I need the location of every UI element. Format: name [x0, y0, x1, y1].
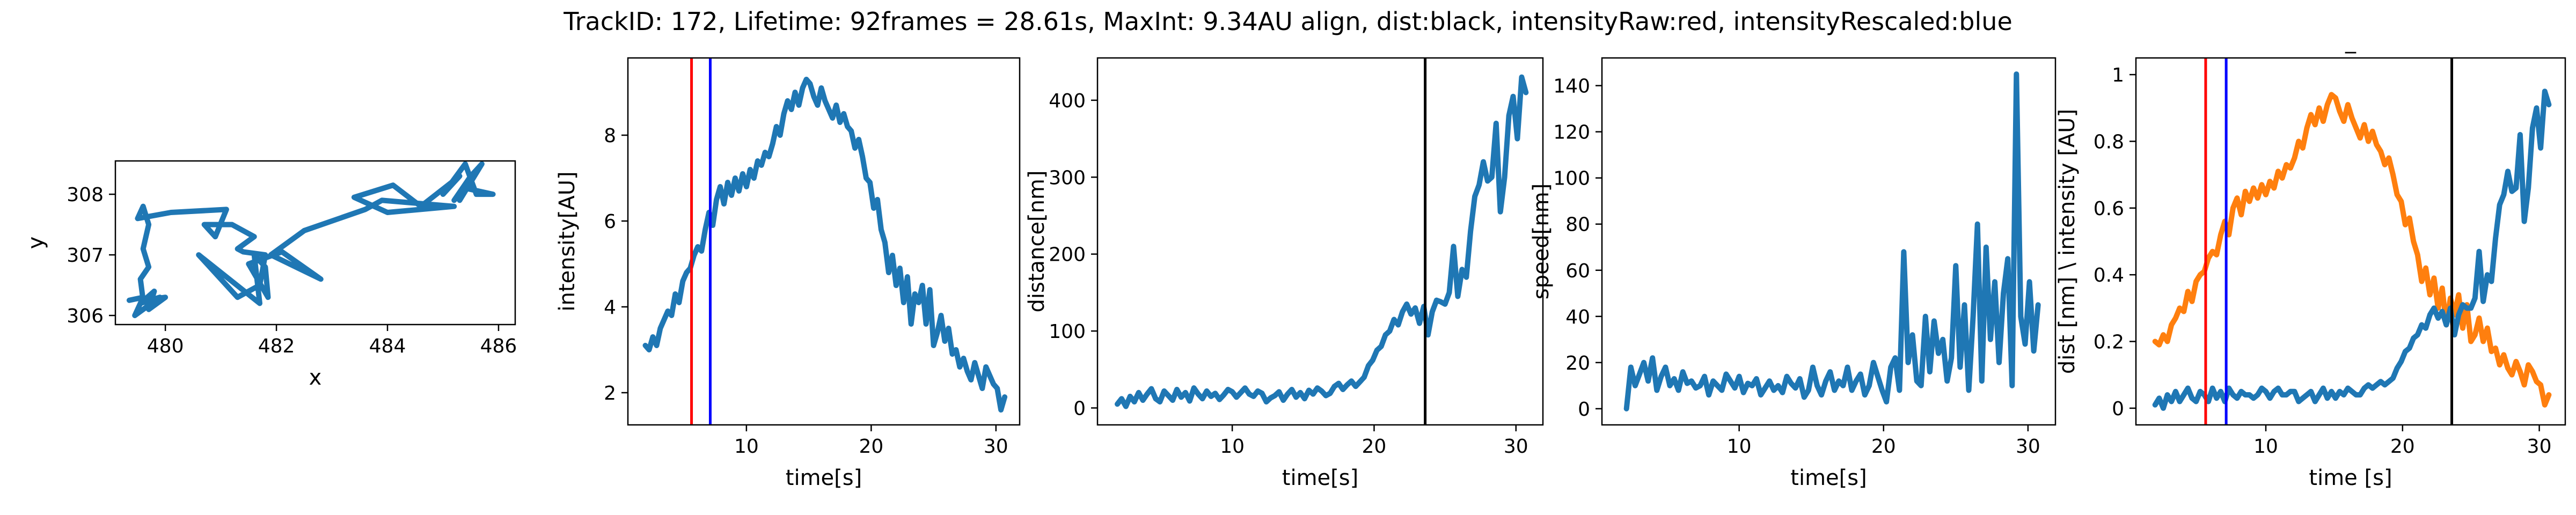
- y-tick-label: 0: [2112, 398, 2124, 420]
- y-tick-label: 8: [604, 125, 616, 147]
- y-axis-label: y: [24, 237, 48, 249]
- axes-frame: [1601, 57, 2057, 426]
- x-tick-label: 30: [2016, 436, 2040, 458]
- series-line-1: [2152, 92, 2552, 408]
- y-tick-label: 0.8: [2094, 131, 2124, 153]
- axes-frame: [627, 57, 1021, 426]
- y-tick-label: 2: [604, 382, 616, 404]
- chart-panel-1: 480 482 484 486 306 307 308 x y: [24, 160, 517, 390]
- chart-panel-5: 10 20 30 0 0.2 0.4 0.6 0.8 1 time [s] dist [nm] \ …: [2055, 29, 2566, 490]
- y-axis-label: intensity[AU]: [555, 171, 580, 311]
- y-tick-label: 100: [1049, 321, 1086, 343]
- x-tick-label: 10: [2253, 436, 2278, 458]
- series-line-1: [126, 161, 496, 319]
- y-tick-label: 100: [1553, 168, 1590, 190]
- y-tick-label: 0.6: [2094, 198, 2124, 220]
- x-tick-label: 480: [147, 335, 184, 357]
- x-axis-label: time[s]: [786, 466, 862, 490]
- y-tick-label: 20: [1565, 352, 1590, 374]
- chart-panel-2: 10 20 30 2 4 6 8 time[s] intensity[AU]: [555, 57, 1021, 490]
- figure-suptitle: TrackID: 172, Lifetime: 92frames = 28.61…: [563, 7, 2012, 36]
- y-tick-label: 6: [604, 211, 616, 233]
- y-tick-label: 400: [1049, 90, 1086, 112]
- y-tick-label: 140: [1553, 76, 1590, 98]
- x-tick-label: 484: [369, 335, 406, 357]
- y-tick-label: 308: [67, 184, 104, 206]
- x-tick-label: 486: [480, 335, 517, 357]
- y-axis-label: distance[nm]: [1024, 170, 1049, 312]
- y-tick-label: 60: [1565, 260, 1590, 282]
- y-tick-label: 0: [1073, 398, 1086, 420]
- y-tick-label: 80: [1565, 214, 1590, 236]
- x-tick-label: 20: [2390, 436, 2415, 458]
- axes-title: _: [2345, 29, 2357, 54]
- axes-frame: [2135, 57, 2566, 426]
- y-tick-label: 200: [1049, 244, 1086, 266]
- x-tick-label: 30: [2527, 436, 2552, 458]
- x-tick-label: 20: [859, 436, 883, 458]
- series-line-1: [642, 77, 1008, 413]
- x-tick-label: 30: [984, 436, 1008, 458]
- x-axis-label: time [s]: [2309, 466, 2392, 490]
- x-tick-label: 10: [1220, 436, 1245, 458]
- series-line-1: [1115, 74, 1529, 409]
- y-tick-label: 4: [604, 297, 616, 319]
- y-tick-label: 0.4: [2094, 264, 2124, 286]
- x-tick-label: 30: [1504, 436, 1528, 458]
- x-axis-label: x: [309, 365, 322, 390]
- y-tick-label: 0.2: [2094, 332, 2124, 354]
- y-tick-label: 306: [67, 305, 104, 327]
- x-tick-label: 20: [1871, 436, 1896, 458]
- axes-frame: [1096, 57, 1544, 426]
- series-line-1: [1623, 71, 2041, 411]
- y-axis-label: dist [nm] \ intensity [AU]: [2055, 109, 2080, 374]
- y-tick-label: 120: [1553, 122, 1590, 144]
- y-tick-label: 1: [2112, 64, 2124, 86]
- y-tick-label: 307: [67, 245, 104, 267]
- y-tick-label: 300: [1049, 167, 1086, 189]
- x-axis-label: time[s]: [1282, 466, 1358, 490]
- series-line-2: [2152, 89, 2552, 411]
- x-tick-label: 482: [258, 335, 295, 357]
- y-tick-label: 40: [1565, 306, 1590, 328]
- y-axis-label: speed[nm]: [1529, 183, 1554, 299]
- chart-panel-4: 10 20 30 0 20 40 60 80 100 120 140 time[s] speed[nm]: [1529, 57, 2057, 490]
- y-tick-label: 0: [1578, 399, 1590, 421]
- x-axis-label: time[s]: [1790, 466, 1867, 490]
- x-tick-label: 20: [1362, 436, 1387, 458]
- axes-frame: [114, 160, 516, 326]
- x-tick-label: 10: [734, 436, 759, 458]
- x-tick-label: 10: [1727, 436, 1752, 458]
